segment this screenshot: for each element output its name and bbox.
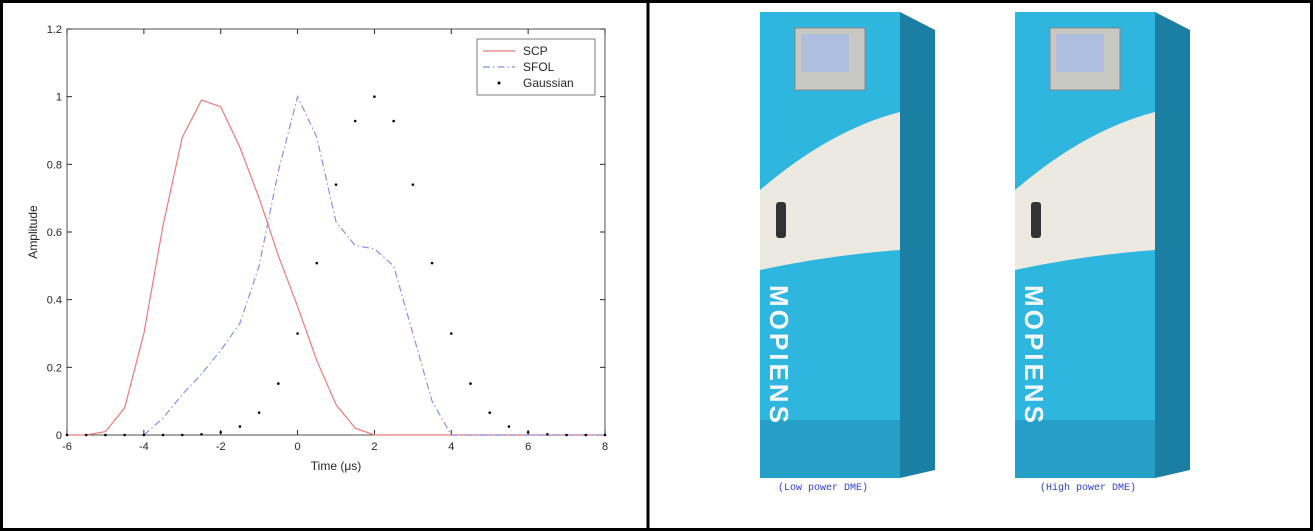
data-point: [143, 434, 146, 437]
data-point: [412, 183, 415, 186]
cabinet-base: [1015, 420, 1155, 478]
data-point: [527, 431, 530, 434]
chart: -6 -4 -2 0 2 4 6 8 0 0.2 0.4 0.6 0.8 1 1.2 Time (μs) Amp…: [26, 24, 608, 473]
legend-label: SFOL: [523, 60, 555, 74]
data-point: [469, 382, 472, 385]
screen: [801, 34, 849, 72]
data-point: [565, 434, 568, 437]
caption: (High power DME): [1040, 482, 1136, 494]
data-point: [219, 431, 222, 434]
y-tick-label: 0.6: [47, 227, 62, 239]
screen: [1056, 34, 1104, 72]
y-tick-label: 1: [56, 92, 62, 104]
cabinet-base: [760, 420, 900, 478]
data-point: [546, 433, 549, 436]
handle: [1031, 202, 1041, 238]
x-tick-label: 8: [602, 441, 608, 453]
caption: (Low power DME): [778, 482, 868, 494]
data-point: [315, 262, 318, 265]
y-tick-label: 0: [56, 430, 62, 442]
data-point: [104, 434, 107, 437]
data-point: [488, 411, 491, 414]
data-point: [296, 332, 299, 335]
figure: -6 -4 -2 0 2 4 6 8 0 0.2 0.4 0.6 0.8 1 1.2 Time (μs) Amp…: [0, 0, 1313, 531]
handle: [776, 202, 786, 238]
data-point: [450, 332, 453, 335]
x-tick-label: -2: [216, 441, 226, 453]
data-point: [508, 425, 511, 428]
brand: MOPIENS: [764, 285, 794, 426]
x-tick-label: 6: [525, 441, 531, 453]
x-tick-label: -6: [62, 441, 72, 453]
legend-label: Gaussian: [523, 76, 574, 90]
data-point: [258, 411, 261, 414]
data-point: [373, 95, 376, 98]
data-point: [392, 120, 395, 123]
data-point: [239, 425, 242, 428]
y-tick-label: 0.8: [47, 159, 62, 171]
x-tick-label: 0: [295, 441, 301, 453]
data-point: [431, 262, 434, 265]
data-point: [181, 434, 184, 437]
x-tick-label: -4: [139, 441, 149, 453]
x-tick-label: 4: [448, 441, 454, 453]
data-point: [162, 434, 165, 437]
data-point: [123, 434, 126, 437]
legend-label: SCP: [523, 44, 548, 58]
data-point: [604, 434, 607, 437]
legend-marker: [498, 82, 501, 85]
cabinet-side: [900, 12, 935, 478]
data-point: [584, 434, 587, 437]
y-tick-label: 1.2: [47, 24, 62, 36]
data-point: [66, 434, 69, 437]
x-tick-label: 2: [371, 441, 377, 453]
y-tick-label: 0.4: [47, 295, 62, 307]
cabinet-side: [1155, 12, 1190, 478]
brand: MOPIENS: [1019, 285, 1049, 426]
data-point: [200, 433, 203, 436]
y-tick-label: 0.2: [47, 362, 62, 374]
data-point: [277, 382, 280, 385]
data-point: [335, 183, 338, 186]
data-point: [354, 120, 357, 123]
y-axis-label: Amplitude: [26, 205, 40, 259]
data-point: [85, 434, 88, 437]
x-axis-label: Time (μs): [311, 459, 361, 473]
figure-svg: -6 -4 -2 0 2 4 6 8 0 0.2 0.4 0.6 0.8 1 1.2 Time (μs) Amp…: [0, 0, 1313, 531]
